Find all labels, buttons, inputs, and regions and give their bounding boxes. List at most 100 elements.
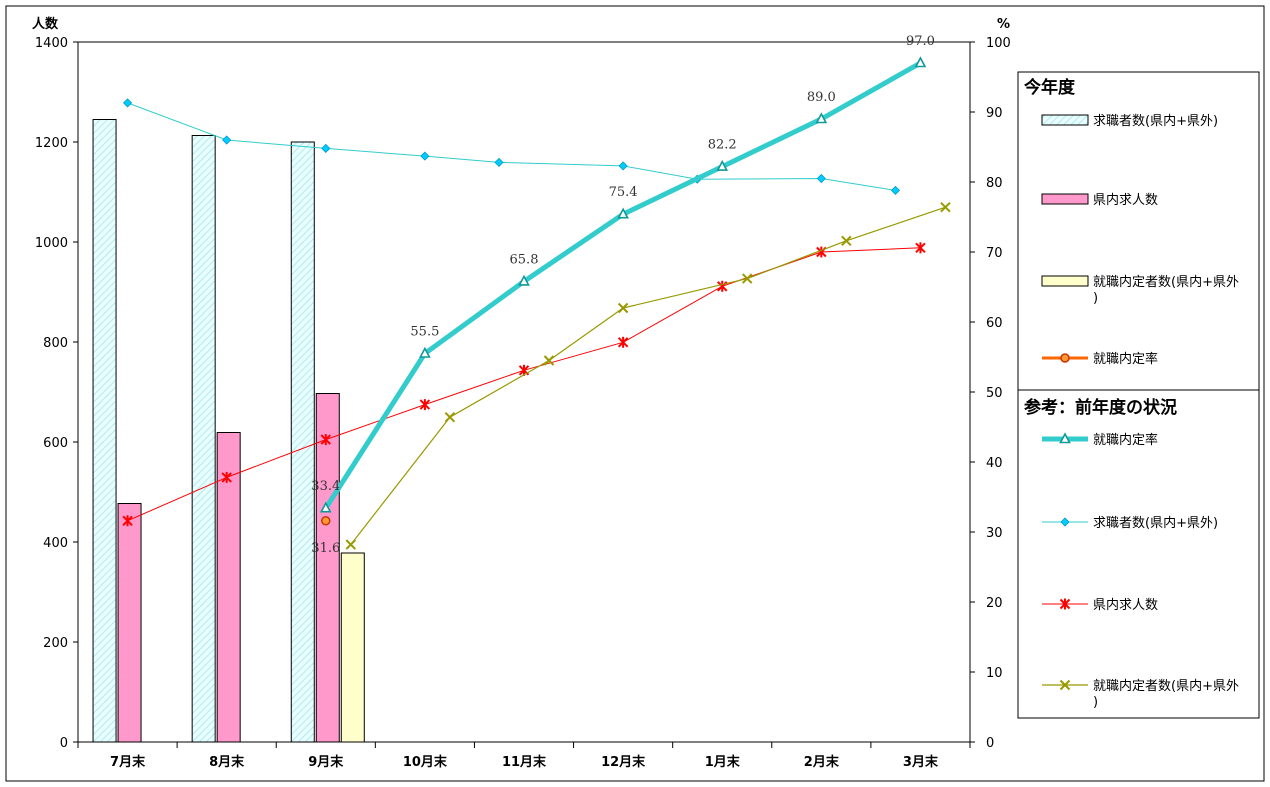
bar	[315, 393, 340, 743]
x-marker-stroke	[444, 411, 456, 423]
triangle-marker	[914, 56, 927, 68]
left-tick-label: 1200	[35, 136, 68, 151]
category-label: 11月末	[502, 754, 547, 770]
legend-item-label: 県内求人数	[1093, 192, 1158, 208]
legend-item-label: 就職内定率	[1093, 432, 1158, 448]
bar	[191, 135, 216, 743]
category-labels: 7月末 8月末 9月末 10月末 11月末 12月末 1月末 2月末 3月末	[77, 742, 971, 770]
x-marker-stroke	[543, 355, 555, 366]
series-line	[127, 102, 896, 191]
category-label: 3月末	[903, 754, 939, 770]
legend-item-label: 就職内定率	[1093, 351, 1158, 367]
data-label: 31.6	[311, 541, 340, 556]
legend-previous-title: 参考：前年度の状況	[1024, 397, 1177, 418]
circle-marker	[1060, 353, 1070, 363]
category-label: 7月末	[110, 754, 146, 770]
bar	[290, 141, 315, 743]
data-label: 55.5	[410, 325, 439, 340]
diamond-marker	[420, 151, 430, 161]
chart-frame	[5, 5, 1265, 782]
x-marker-stroke	[345, 539, 356, 550]
legend-item-label: 求職者数(県内+県外)	[1093, 515, 1218, 531]
triangle-marker	[1059, 432, 1071, 444]
legend-item-label: 求職者数(県内+県外)	[1093, 113, 1218, 129]
data-label: 89.0	[807, 90, 836, 105]
legend-swatch	[1041, 275, 1089, 287]
right-tick-label: 70	[986, 246, 1003, 261]
diamond-marker	[494, 157, 504, 167]
x-marker-stroke	[617, 302, 629, 314]
left-tick-label: 400	[43, 536, 68, 551]
data-label: 75.4	[609, 185, 638, 200]
series-line	[127, 247, 921, 522]
right-tick-label: 50	[986, 386, 1003, 401]
bar-series	[92, 119, 365, 743]
left-tick-label: 200	[43, 636, 68, 651]
diamond-marker	[816, 173, 826, 184]
x-marker-stroke	[1059, 679, 1071, 691]
left-tick-label: 0	[60, 736, 68, 751]
x-marker-stroke	[841, 235, 852, 247]
data-label: 82.2	[708, 138, 737, 153]
category-label: 10月末	[403, 754, 448, 770]
legend-previous-box	[1017, 389, 1260, 719]
triangle-marker	[716, 159, 729, 171]
left-axis-unit: 人数	[32, 16, 59, 32]
right-tick-label: 30	[986, 526, 1003, 541]
right-tick-label: 10	[986, 666, 1003, 681]
triangle-marker	[518, 274, 530, 286]
left-axis-ticks: 0 200 400 600 800 1000 1200 1400	[35, 36, 78, 751]
line-series	[122, 56, 951, 550]
right-axis-ticks: 0 10 20 30 40 50 60 70 80 90 100	[970, 36, 1011, 751]
triangle-marker	[319, 501, 332, 513]
right-tick-label: 80	[986, 176, 1003, 191]
circle-marker	[321, 516, 331, 526]
diamond-marker	[1060, 517, 1070, 527]
bar	[117, 503, 142, 743]
left-tick-label: 600	[43, 436, 68, 451]
bar	[216, 432, 241, 743]
left-tick-label: 1400	[35, 36, 68, 51]
data-label: 65.8	[510, 252, 539, 267]
series-line	[350, 206, 946, 545]
legend-swatch	[1041, 114, 1089, 126]
data-label: 33.4	[311, 479, 340, 494]
right-tick-label: 40	[986, 456, 1003, 471]
data-label: 97.0	[906, 34, 935, 49]
legend-item-label: 県内求人数	[1093, 597, 1158, 613]
category-label: 8月末	[209, 754, 245, 770]
right-tick-label: 100	[986, 36, 1011, 51]
diamond-marker	[890, 185, 901, 195]
triangle-marker	[815, 112, 828, 124]
right-tick-label: 60	[986, 316, 1003, 331]
bar	[340, 552, 365, 743]
category-label: 9月末	[308, 754, 344, 770]
right-tick-label: 0	[986, 736, 994, 751]
diamond-marker	[618, 161, 628, 171]
category-label: 1月末	[705, 754, 741, 770]
category-label: 12月末	[601, 754, 646, 770]
right-axis-unit: %	[997, 17, 1010, 32]
series-line	[323, 60, 922, 510]
bar	[92, 119, 117, 743]
legend-item-label: 就職内定者数(県内+県外)	[1093, 274, 1239, 306]
diamond-marker	[321, 143, 331, 153]
category-label: 2月末	[804, 754, 840, 770]
legend-current-title: 今年度	[1024, 77, 1076, 98]
right-tick-label: 20	[986, 596, 1003, 611]
left-tick-label: 1000	[35, 236, 68, 251]
legend-swatch	[1041, 193, 1089, 205]
triangle-marker	[419, 346, 431, 358]
triangle-marker	[617, 207, 629, 219]
diamond-marker	[122, 98, 133, 108]
diamond-marker	[222, 135, 232, 145]
legend-item-label: 就職内定者数(県内+県外)	[1093, 678, 1239, 710]
x-marker-stroke	[940, 201, 951, 213]
x-marker-stroke	[742, 273, 753, 284]
left-tick-label: 800	[43, 336, 68, 351]
right-tick-label: 90	[986, 106, 1003, 121]
data-labels: 33.4 55.5 65.8 75.4 82.2 89.0 97.0 31.6	[311, 34, 935, 556]
